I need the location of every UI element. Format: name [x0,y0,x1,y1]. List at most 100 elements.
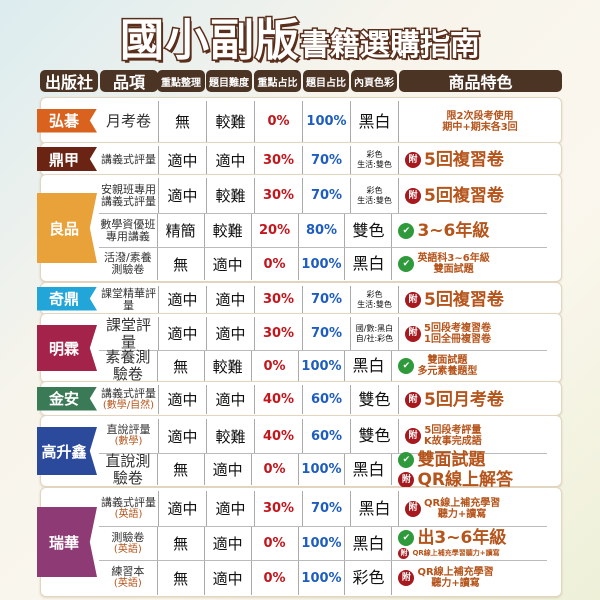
item-name-line: 安親班專用 [101,182,156,196]
question-percent: 100% [303,101,351,142]
publisher-group: 明霖 課堂評量 適中 適中 30% 70% 國/數:黑白 自/社:彩色附 5回段考複習卷 1回全冊… [37,313,562,383]
question-percent: 60% [303,419,351,453]
feature-text: 5回複習卷 [424,290,504,310]
feature-item: ✔ 3~6年級 [398,221,489,241]
key-percent: 40% [255,419,303,453]
feature-text: QR線上補充學習聽力+讀寫 [412,548,499,559]
publisher-group: 鼎甲 講義式評量 適中 適中 30% 70% 彩色 生活:雙色附 5回複習卷 [37,142,562,176]
page-color: 黑白 [345,527,393,560]
key-percent: 0% [252,351,299,381]
difficulty-value: 較難 [205,351,252,381]
item-name-line: 講義式評量 [101,386,156,400]
page-color-line: 黑白 [358,498,391,518]
feature-line: 雙面試題 [427,355,468,366]
page-color: 黑白 [345,454,393,485]
page-color: 黑白 [351,491,399,526]
feature-text: 3~6年級 [417,221,489,241]
feature-text: 5回段考評量 K故事完成語 [424,425,482,447]
feature-text: 雙面試題 多元素養題型 [417,355,477,377]
feature-text: 出3~6年級 [417,528,506,548]
page-color-line: 彩色 [366,185,383,195]
item-name: 數學資優班 專用講義 [99,214,158,247]
question-percent: 70% [303,491,351,526]
column-header: 品項 [100,70,158,92]
features: 限2次段考使用 期中+期末各3回 [399,101,557,142]
page-color-line: 自/社:彩色 [355,333,394,343]
item-name-line: 素養測驗卷 [105,348,151,383]
publisher-banner: 瑞華 [37,507,97,577]
publisher-group: 弘碁 月考卷無較難 0% 100% 黑白 限2次段考使用 期中+期末各3回 [37,97,562,144]
item-name: 直說測驗卷 [99,451,158,487]
summary-value: 無 [158,454,205,485]
publisher-group: 瑞華 講義式評量 (英語) 適中 適中 30% 70% 黑白附 QR線上補充學習 聽力+讀寫 測驗卷… [37,487,562,597]
item-name-line: 講義式評量 [101,153,156,166]
publisher-banner: 鼎甲 [37,147,97,171]
item-subject: (英語) [113,578,142,589]
features: 附 5回段考複習卷 1回全冊複習卷 [399,317,557,350]
publisher-group: 奇鼎 課堂精華評量 適中 適中 30% 70% 彩色 生活:雙色附 5回複習卷 [37,282,562,315]
table-row: 直說測驗卷無適中 0% 100% 黑白 ✔ 雙面試題附 QR線上解答 [99,450,547,490]
question-percent: 70% [303,286,351,313]
feature-item: 附 5回複習卷 [405,290,504,310]
item-name-line: 講義式評量 [101,495,156,509]
page-color-line: 生活:雙色 [357,160,392,169]
column-header: 內頁色彩 [351,70,397,92]
item-subject: (數學/自然) [102,399,155,411]
key-percent: 30% [255,286,303,313]
feature-line: 聽力+讀寫 [431,578,480,589]
difficulty-value: 較難 [207,178,255,213]
publisher-banner: 良品 [37,193,97,263]
key-percent: 30% [255,317,303,350]
page-color-line: 黑白 [352,459,385,479]
table-row: 練習本 (英語) 無適中 0% 100% 彩色附 QR線上補充學習 聽力+讀寫 [99,560,547,595]
table-row: 課堂評量 適中 適中 30% 70% 國/數:黑白 自/社:彩色附 5回段考複習卷 1回全冊複習… [99,315,561,351]
page-color-line: 黑白 [358,111,391,131]
features: ✔ 出3~6年級附 QR線上補充學習聽力+讀寫 [392,527,547,560]
feature-line: QR線上補充學習 [417,567,494,578]
item-name: 講義式評量 (英語) [99,491,159,526]
features: ✔ 雙面試題附 QR線上解答 [392,450,547,490]
difficulty-value: 適中 [207,317,255,350]
item-name-line: 直說測驗卷 [105,451,151,487]
difficulty-value: 適中 [205,527,252,560]
summary-value: 適中 [159,419,207,453]
item-name-line: 月考卷 [105,112,151,130]
attach-icon: 附 [405,291,421,308]
check-icon: ✔ [398,530,415,546]
publisher-banner: 奇鼎 [37,286,97,311]
features: 附 5回複習卷 [399,146,557,174]
item-name: 課堂精華評量 [99,286,159,313]
summary-value: 無 [158,351,205,381]
features: 附 5回段考評量 K故事完成語 [399,419,557,453]
features: 附 5回複習卷 [399,178,557,213]
difficulty-value: 適中 [205,248,252,280]
feature-text: 雙面試題 [417,450,485,470]
title-main: 國小副版 [119,14,301,68]
feature-line: K故事完成語 [424,436,482,447]
item-subject: (數學) [114,436,143,447]
features: 附 QR線上補充學習 聽力+讀寫 [399,491,557,526]
features: 附 5回複習卷 [399,286,557,313]
item-name: 測驗卷 (英語) [99,527,158,560]
item-name-line: 直說評量 [106,423,151,436]
key-percent: 30% [255,491,303,526]
attach-icon: 附 [405,428,421,444]
check-icon: ✔ [398,222,415,239]
attach-icon: 附 [405,391,421,408]
page-color-line: 彩色 [352,568,385,587]
item-name-line: 課堂評量 [105,315,151,351]
item-name: 活潑/素養 測驗卷 [99,248,158,280]
feature-item: 附 5回段考複習卷 1回全冊複習卷 [405,323,491,345]
page-color: 彩色 生活:雙色 [351,286,399,313]
question-percent: 100% [299,561,346,595]
summary-value: 適中 [159,385,207,414]
check-icon: ✔ [398,358,415,374]
feature-item: 附 5回段考評量 K故事完成語 [405,425,482,447]
attach-icon: 附 [405,325,421,342]
page-color: 黑白 [345,248,393,280]
item-name: 安親班專用 講義式評量 [99,178,159,213]
item-name: 練習本 (英語) [99,561,158,595]
feature-text: 限2次段考使用 期中+期末各3回 [405,111,555,133]
features: 附 5回月考卷 [399,385,557,414]
feature-line: 多元素養題型 [417,366,478,377]
